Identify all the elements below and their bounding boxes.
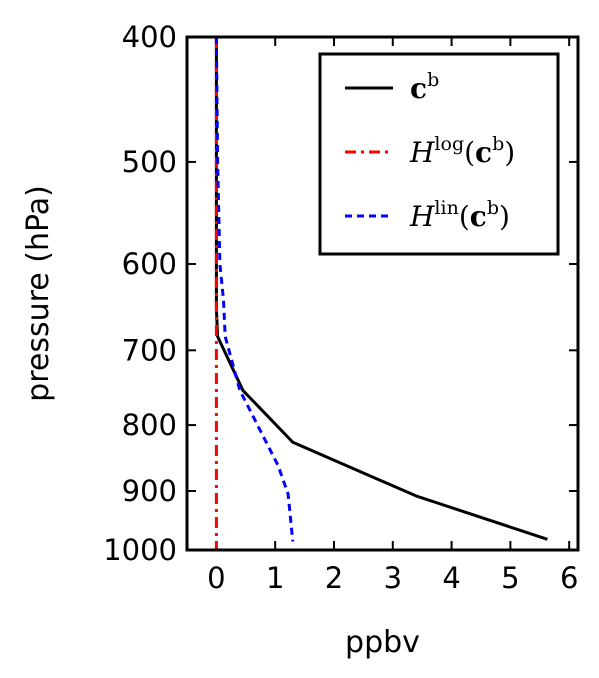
x-tick-label: 4	[442, 561, 460, 595]
x-tick-label: 1	[266, 561, 284, 595]
plot-lines	[214, 36, 548, 550]
x-axis-label: ppbv	[345, 625, 420, 660]
plot-frame	[185, 35, 580, 552]
y-tick-label: 900	[122, 474, 177, 508]
y-tick-label: 800	[122, 408, 177, 442]
x-tick-label: 2	[325, 561, 343, 595]
y-tick-label: 500	[122, 145, 177, 179]
y-tick-label: 1000	[103, 533, 177, 567]
y-tick-label: 600	[122, 247, 177, 281]
legend-label: cb	[410, 69, 439, 105]
series-line-1	[214, 37, 548, 541]
legend-label: Hlog(cb)	[409, 133, 515, 169]
x-tick-label: 3	[384, 561, 402, 595]
x-tick-label: 0	[207, 561, 225, 595]
y-tick-label: 700	[122, 333, 177, 367]
series-line-3	[214, 36, 295, 542]
x-tick-label: 5	[501, 561, 519, 595]
y-axis-label: pressure (hPa)	[21, 185, 56, 402]
legend: cb Hlog(cb) Hlin(cb)	[318, 52, 560, 256]
legend-label: Hlin(cb)	[409, 197, 510, 233]
tick-labels: 0 1 2 3 4 5 6 400 500 600 700 800 900 1000	[103, 20, 578, 595]
y-tick-label: 400	[122, 20, 177, 54]
x-tick-label: 6	[560, 561, 578, 595]
